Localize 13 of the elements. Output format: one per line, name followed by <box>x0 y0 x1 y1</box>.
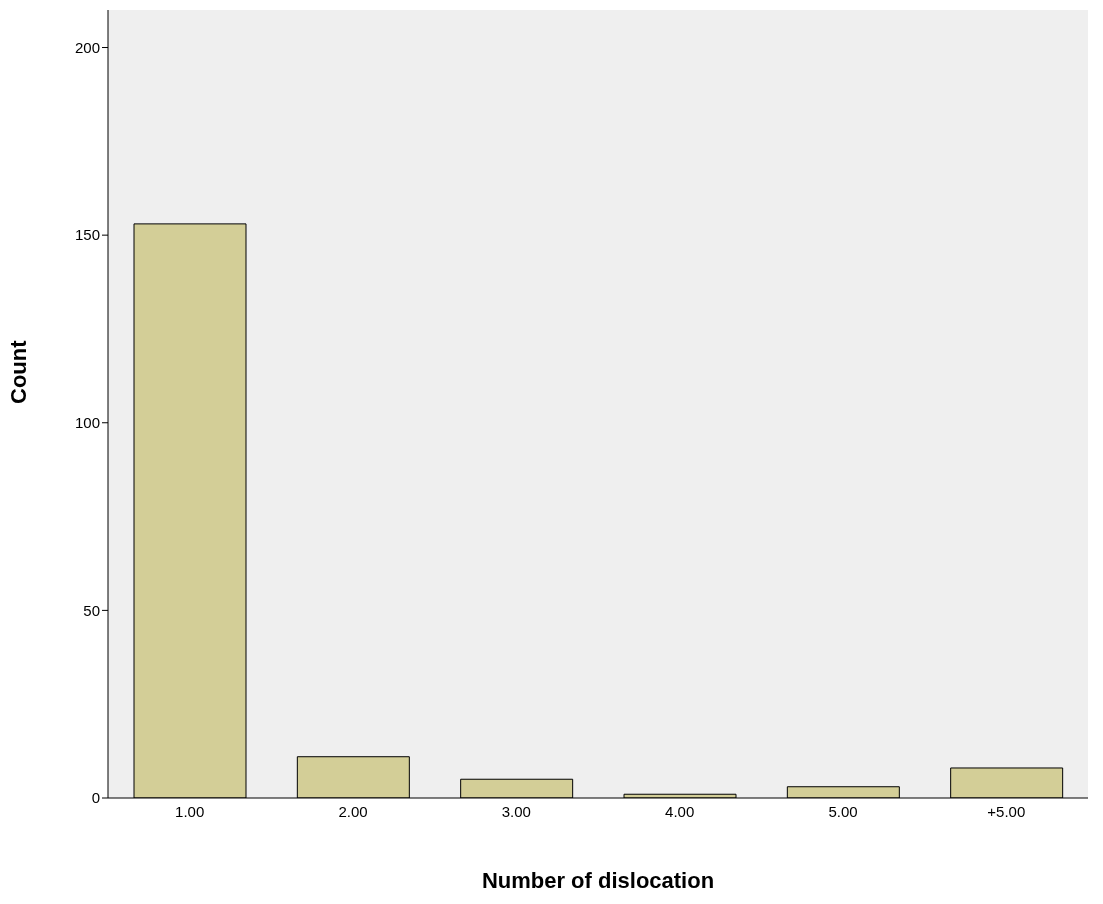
x-axis-title: Number of dislocation <box>481 868 715 893</box>
x-tick-label: 1.00 <box>175 802 205 820</box>
y-tick-label: 200 <box>74 38 100 56</box>
x-tick-label: 4.00 <box>665 802 695 820</box>
y-tick-label: 100 <box>74 414 100 432</box>
y-tick-label: 50 <box>83 601 100 619</box>
y-axis-title: Count <box>5 339 31 404</box>
x-tick-label: 2.00 <box>338 802 368 820</box>
x-tick-label: 5.00 <box>828 802 858 820</box>
x-tick-label: 3.00 <box>501 802 531 820</box>
x-tick-label: +5.00 <box>987 802 1026 820</box>
y-tick-label: 0 <box>91 789 100 807</box>
y-tick-label: 150 <box>74 226 100 244</box>
